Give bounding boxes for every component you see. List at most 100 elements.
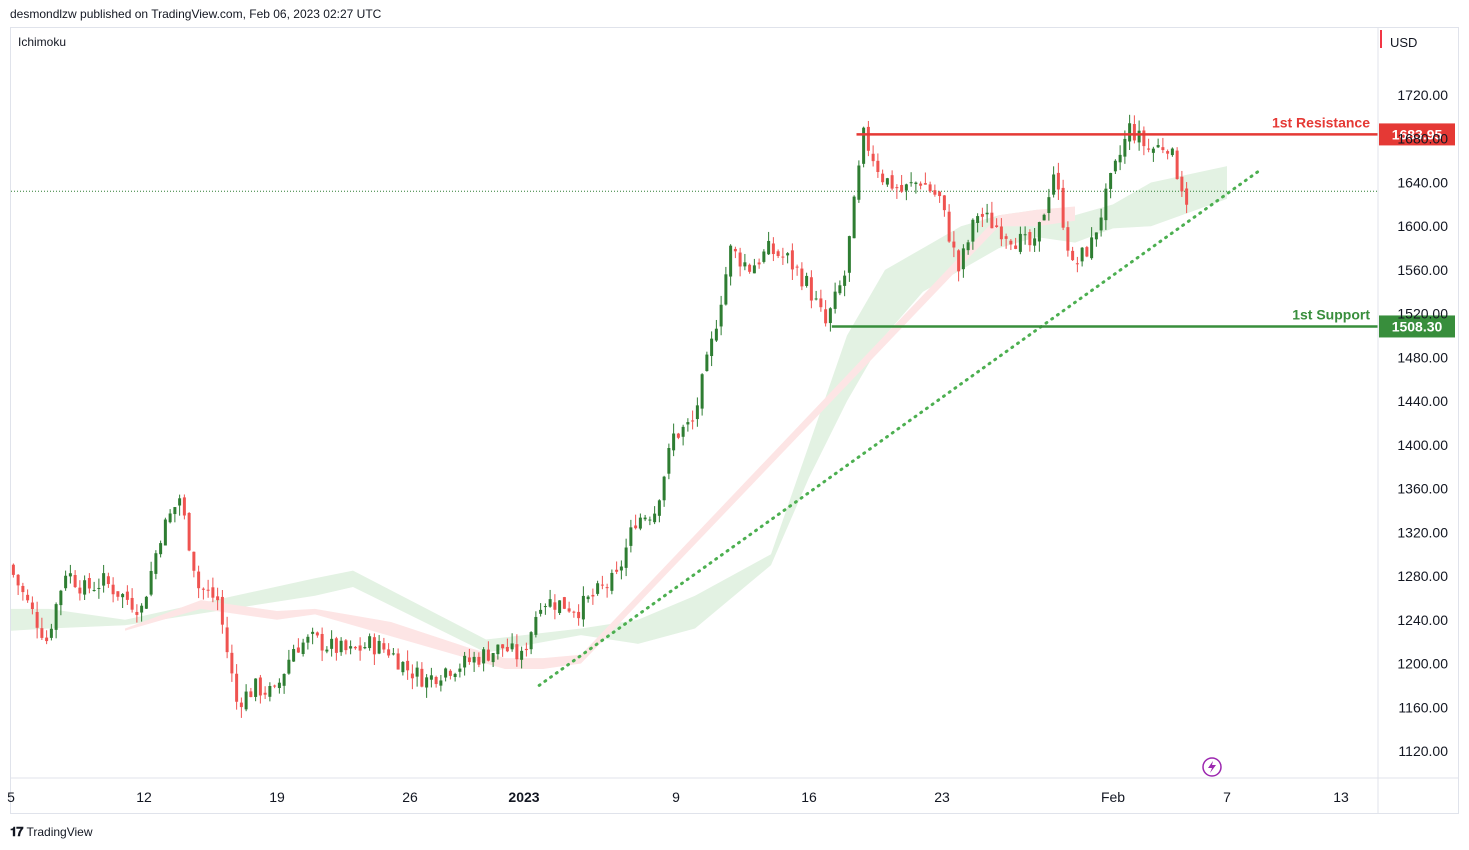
price-tick-label: 1680.00 (1397, 131, 1448, 147)
candle-body (439, 680, 443, 686)
price-tick-label: 1640.00 (1397, 174, 1448, 190)
candle-body (1132, 124, 1136, 141)
candle-body (453, 673, 457, 677)
candle-body (187, 512, 191, 551)
candle-body (976, 216, 980, 223)
candle-body (1166, 151, 1170, 154)
candle-body (1004, 236, 1008, 239)
indicator-label[interactable]: Ichimoku (18, 35, 67, 49)
candle-body (824, 309, 828, 324)
currency-marker (1380, 30, 1382, 48)
candle-body (966, 242, 970, 251)
candle-body (657, 500, 661, 516)
candle-body (92, 590, 96, 592)
candle-body (368, 636, 372, 649)
candle-body (581, 595, 585, 620)
candle-body (486, 649, 490, 661)
candle-body (591, 594, 595, 597)
candle-body (16, 574, 20, 586)
candle-body (1075, 263, 1079, 265)
candle-body (771, 243, 775, 255)
candle-body (900, 184, 904, 192)
candle-body (714, 328, 718, 341)
candle-body (372, 637, 376, 655)
price-tick-label: 1360.00 (1397, 481, 1448, 497)
candle-body (420, 668, 424, 687)
candle-body (539, 609, 543, 614)
candle-body (553, 602, 557, 610)
candle-body (610, 572, 614, 591)
candle-body (814, 298, 818, 300)
candle-body (230, 652, 234, 674)
candle-body (197, 571, 201, 589)
candle-body (719, 304, 723, 327)
candle-body (192, 551, 196, 571)
candle-body (249, 691, 253, 698)
candle-body (776, 251, 780, 257)
price-tick-label: 1240.00 (1397, 612, 1448, 628)
candle-body (277, 682, 281, 689)
candle-body (562, 597, 566, 609)
candle-body (258, 677, 262, 696)
time-tick-label: 19 (269, 789, 285, 805)
candle-body (458, 668, 462, 672)
candle-body (173, 507, 177, 515)
candle-body (1170, 148, 1174, 156)
candle-body (1180, 176, 1184, 192)
candle-body (520, 650, 524, 660)
candle-body (947, 211, 951, 242)
candle-body (163, 519, 167, 546)
candle-body (45, 637, 49, 642)
candle-body (1090, 237, 1094, 259)
candle-body (515, 644, 519, 660)
trendline-group (537, 167, 1263, 687)
uptrend-line[interactable] (537, 167, 1263, 687)
candle-body (83, 580, 87, 595)
candle-body (605, 587, 609, 589)
candle-body (273, 685, 277, 687)
candle-body (301, 642, 305, 655)
candle-body (501, 644, 505, 649)
candle-body (600, 584, 604, 586)
candle-body (1042, 214, 1046, 221)
candle-body (942, 195, 946, 211)
candle-body (1018, 233, 1022, 252)
candle-body (923, 183, 927, 185)
candle-body (358, 645, 362, 651)
candle-body (933, 190, 937, 195)
candle-body (491, 652, 495, 663)
candle-body (40, 628, 44, 638)
candle-body (1066, 227, 1070, 251)
candle-body (1009, 240, 1013, 245)
candle-body (1023, 234, 1027, 236)
currency-label[interactable]: USD (1390, 35, 1418, 50)
lightning-icon[interactable] (1202, 757, 1222, 777)
tradingview-logo-icon[interactable]: 𝟏𝟕 (10, 824, 24, 839)
candle-body (919, 183, 923, 186)
candle-body (239, 702, 243, 708)
candle-body (140, 605, 144, 613)
candle-body (21, 585, 25, 593)
candle-body (320, 633, 324, 651)
price-tick-label: 1280.00 (1397, 568, 1448, 584)
price-tick-label: 1440.00 (1397, 393, 1448, 409)
candle-body (695, 405, 699, 420)
candle-body (1128, 123, 1132, 142)
candle-body (681, 426, 685, 437)
candle-body (767, 240, 771, 255)
candle-body (757, 262, 761, 265)
candle-body (448, 670, 452, 676)
candle-body (429, 675, 433, 680)
candle-body (857, 165, 861, 200)
candle-body (895, 187, 899, 189)
candle-body (111, 584, 115, 595)
candle-body (710, 338, 714, 357)
candle-body (1175, 150, 1179, 180)
candle-body (643, 517, 647, 520)
footer-brand[interactable]: TradingView (26, 825, 93, 839)
time-tick-label: 23 (934, 789, 950, 805)
candle-body (396, 653, 400, 670)
candle-body (482, 649, 486, 664)
candle-body (296, 647, 300, 653)
